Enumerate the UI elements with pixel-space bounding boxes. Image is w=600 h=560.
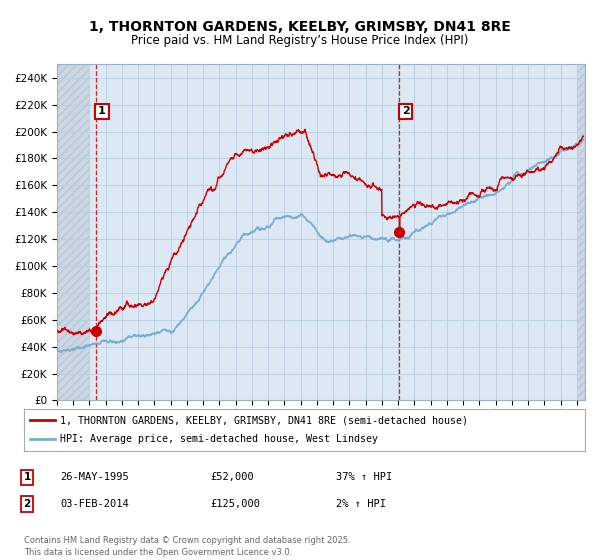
- Text: 2: 2: [402, 106, 410, 116]
- Text: Price paid vs. HM Land Registry’s House Price Index (HPI): Price paid vs. HM Land Registry’s House …: [131, 34, 469, 46]
- Bar: [57, 64, 89, 400]
- Text: 26-MAY-1995: 26-MAY-1995: [60, 472, 129, 482]
- Text: HPI: Average price, semi-detached house, West Lindsey: HPI: Average price, semi-detached house,…: [61, 435, 379, 445]
- Text: 2% ↑ HPI: 2% ↑ HPI: [336, 499, 386, 509]
- Text: 1: 1: [23, 472, 31, 482]
- Text: 1: 1: [98, 106, 106, 116]
- Text: Contains HM Land Registry data © Crown copyright and database right 2025.
This d: Contains HM Land Registry data © Crown c…: [24, 536, 350, 557]
- Text: 03-FEB-2014: 03-FEB-2014: [60, 499, 129, 509]
- Text: £52,000: £52,000: [210, 472, 254, 482]
- Text: 37% ↑ HPI: 37% ↑ HPI: [336, 472, 392, 482]
- Bar: [577, 64, 585, 400]
- Text: 1, THORNTON GARDENS, KEELBY, GRIMSBY, DN41 8RE: 1, THORNTON GARDENS, KEELBY, GRIMSBY, DN…: [89, 20, 511, 34]
- Text: 2: 2: [23, 499, 31, 509]
- Text: £125,000: £125,000: [210, 499, 260, 509]
- Text: 1, THORNTON GARDENS, KEELBY, GRIMSBY, DN41 8RE (semi-detached house): 1, THORNTON GARDENS, KEELBY, GRIMSBY, DN…: [61, 415, 469, 425]
